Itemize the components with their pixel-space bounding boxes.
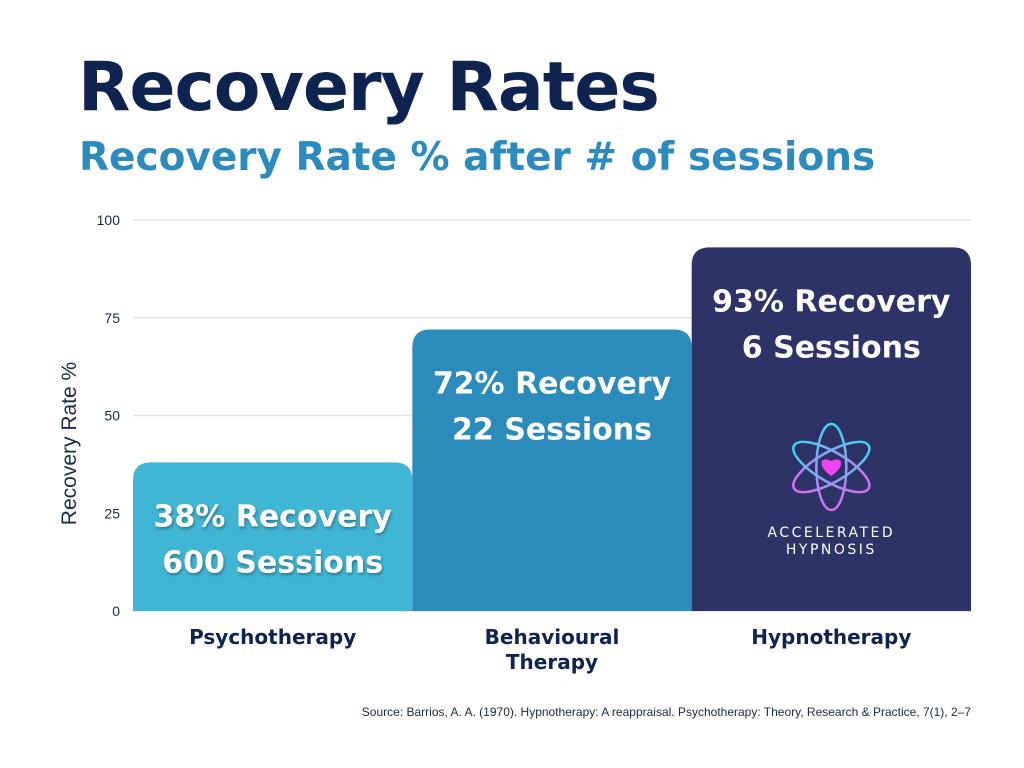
data-label: 600 Sessions (162, 545, 383, 580)
source-note: Source: Barrios, A. A. (1970). Hypnother… (361, 705, 971, 719)
data-label: 6 Sessions (742, 330, 921, 365)
bar (412, 329, 692, 611)
y-tick-label: 25 (104, 505, 120, 521)
logo-text: HYPNOSIS (786, 542, 877, 558)
bar (691, 247, 971, 611)
chart-title: Recovery Rates (78, 48, 660, 127)
data-label: 22 Sessions (452, 412, 652, 447)
data-label: 72% Recovery (433, 366, 672, 401)
accelerated-hypnosis-logo-icon (792, 422, 871, 512)
bar (133, 462, 413, 611)
chart-subtitle: Recovery Rate % after # of sessions (79, 135, 876, 180)
y-tick-label: 0 (112, 603, 120, 619)
x-tick-label: Psychotherapy (189, 625, 356, 649)
x-tick-label: Therapy (506, 650, 598, 674)
y-tick-label: 100 (97, 212, 121, 228)
logo-text: ACCELERATED (767, 525, 895, 541)
data-label: 38% Recovery (153, 499, 392, 534)
data-label: 93% Recovery (712, 284, 951, 319)
y-axis-label: Recovery Rate % (58, 362, 81, 525)
y-tick-label: 75 (104, 310, 120, 326)
y-tick-label: 50 (104, 408, 120, 424)
x-tick-label: Behavioural (485, 625, 620, 649)
x-tick-label: Hypnotherapy (751, 625, 911, 649)
